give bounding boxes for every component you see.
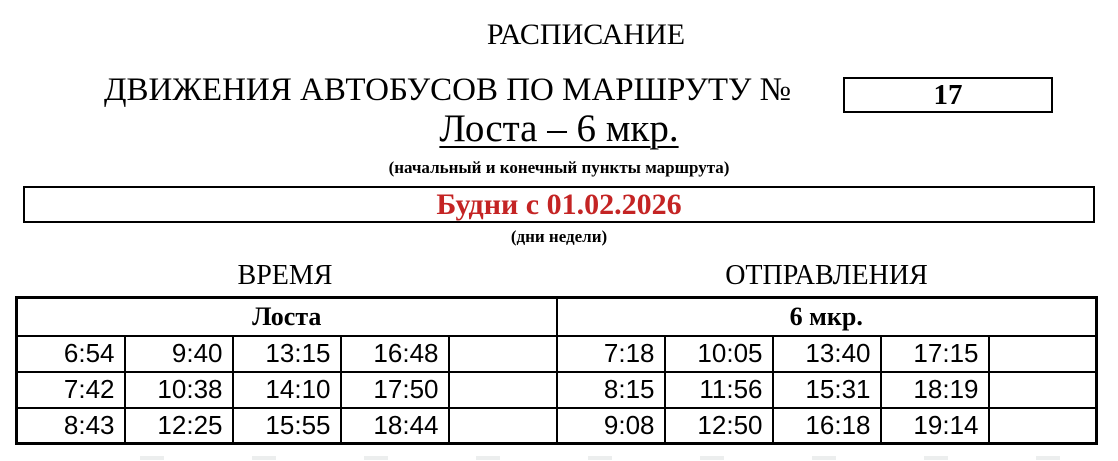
departure-times-table: Лоста 6 мкр. 6:54 9:40 13:15 16:48 7:18 … — [15, 296, 1098, 445]
time-cell-empty — [447, 370, 558, 409]
time-cell: 17:15 — [879, 334, 990, 373]
time-cell: 8:15 — [555, 370, 666, 409]
cutoff-next-section-artifact — [140, 456, 1090, 460]
time-cell: 13:15 — [231, 334, 342, 373]
time-cell: 7:18 — [555, 334, 666, 373]
column-heading-departures: ОТПРАВЛЕНИЯ — [725, 260, 928, 291]
time-cell: 19:14 — [879, 406, 990, 445]
time-cell: 8:43 — [15, 406, 126, 445]
time-cell: 10:38 — [123, 370, 234, 409]
table-row: 8:43 12:25 15:55 18:44 9:08 12:50 16:18 … — [15, 406, 1098, 445]
column-heading-time: ВРЕМЯ — [237, 260, 333, 291]
time-cell: 17:50 — [339, 370, 450, 409]
time-cell: 12:25 — [123, 406, 234, 445]
route-endpoints-caption: (начальный и конечный пункты маршрута) — [388, 158, 730, 177]
time-cell: 16:18 — [771, 406, 882, 445]
time-cell-empty — [987, 334, 1098, 373]
table-row: 7:42 10:38 14:10 17:50 8:15 11:56 15:31 … — [15, 370, 1098, 409]
time-cell: 16:48 — [339, 334, 450, 373]
time-cell-empty — [447, 334, 558, 373]
route-name: Лоста – 6 мкр. — [0, 106, 1118, 151]
document-title: РАСПИСАНИЕ — [486, 18, 686, 51]
service-period-text: Будни с 01.02.2026 — [436, 187, 682, 221]
route-number: 17 — [933, 78, 963, 111]
route-name-text: Лоста – 6 мкр. — [439, 107, 679, 150]
time-cell: 14:10 — [231, 370, 342, 409]
time-cell: 9:40 — [123, 334, 234, 373]
service-period-banner: Будни с 01.02.2026 — [23, 186, 1095, 223]
time-cell: 15:55 — [231, 406, 342, 445]
time-cell: 18:19 — [879, 370, 990, 409]
days-of-week-caption: (дни недели) — [510, 227, 608, 246]
time-cell-empty — [987, 406, 1098, 445]
stop-name-losta: Лоста — [15, 296, 558, 337]
stop-header-row: Лоста 6 мкр. — [15, 296, 1098, 337]
route-number-box: 17 — [843, 77, 1053, 113]
time-cell: 10:05 — [663, 334, 774, 373]
stop-name-6mkr: 6 мкр. — [555, 296, 1098, 337]
time-cell: 15:31 — [771, 370, 882, 409]
time-cell: 9:08 — [555, 406, 666, 445]
time-cell: 13:40 — [771, 334, 882, 373]
time-cell: 7:42 — [15, 370, 126, 409]
time-cell-empty — [987, 370, 1098, 409]
time-cell-empty — [447, 406, 558, 445]
time-cell: 6:54 — [15, 334, 126, 373]
time-cell: 12:50 — [663, 406, 774, 445]
time-cell: 18:44 — [339, 406, 450, 445]
time-cell: 11:56 — [663, 370, 774, 409]
document-subtitle: ДВИЖЕНИЯ АВТОБУСОВ ПО МАРШРУТУ № — [104, 72, 792, 108]
table-row: 6:54 9:40 13:15 16:48 7:18 10:05 13:40 1… — [15, 334, 1098, 373]
